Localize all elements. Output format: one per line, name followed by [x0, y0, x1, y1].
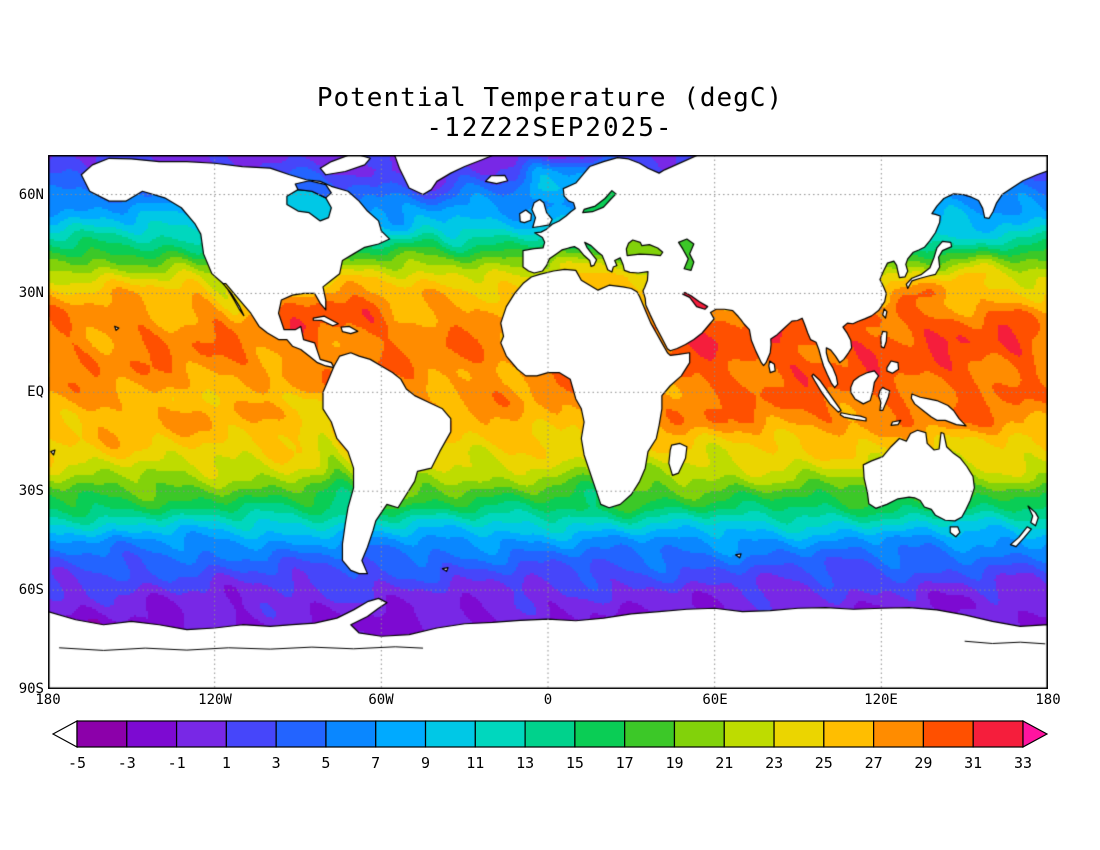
colorbar-tick-label: -5 [67, 754, 87, 772]
temperature-map-canvas [48, 155, 1048, 689]
lat-tick-label: EQ [27, 384, 44, 400]
lat-tick-label: 30S [18, 483, 44, 499]
colorbar-scale [52, 720, 1048, 748]
lon-tick-label: 180 [35, 692, 61, 708]
colorbar-tick-label: 7 [371, 754, 381, 772]
colorbar-cell [126, 720, 178, 748]
colorbar: -5 -3 -1 1 3 5 7 9 11 13 15 17 19 21 23 25 27 29 31 33 [52, 720, 1048, 780]
colorbar-tick-label: 15 [565, 754, 584, 772]
colorbar-tick-label: 31 [964, 754, 983, 772]
colorbar-tick-label: 25 [814, 754, 833, 772]
colorbar-cell [175, 720, 227, 748]
colorbar-tick-label: 19 [665, 754, 684, 772]
colorbar-tick-label: -3 [117, 754, 136, 772]
lat-tick-label: 60S [18, 582, 44, 598]
colorbar-cell [673, 720, 725, 748]
chart-title: Potential Temperature (degC) [316, 83, 784, 113]
chart-subtitle: -12Z22SEP2025- [426, 112, 674, 143]
lat-tick-label: 30N [18, 285, 44, 301]
colorbar-cell [325, 720, 377, 748]
colorbar-tick-label: 11 [466, 754, 485, 772]
lon-tick-label: 60E [702, 692, 728, 708]
lon-tick-label: 180 [1035, 692, 1061, 708]
colorbar-tick-label: 1 [221, 754, 231, 772]
colorbar-cell [275, 720, 327, 748]
colorbar-tick-label: 21 [715, 754, 734, 772]
colorbar-cell [474, 720, 526, 748]
colorbar-over-arrow [1022, 720, 1048, 748]
colorbar-cell [773, 720, 825, 748]
colorbar-cell [524, 720, 576, 748]
lon-tick-label: 0 [543, 692, 553, 708]
colorbar-cell [873, 720, 925, 748]
colorbar-tick-label: 27 [864, 754, 883, 772]
colorbar-cell [723, 720, 775, 748]
colorbar-tick-label: -1 [167, 754, 186, 772]
colorbar-cell [972, 720, 1024, 748]
colorbar-tick-label: 3 [271, 754, 281, 772]
lat-tick-label: 90S [18, 681, 44, 697]
colorbar-tick-label: 33 [1013, 754, 1033, 772]
colorbar-tick-label: 23 [765, 754, 784, 772]
colorbar-cell [76, 720, 128, 748]
colorbar-cell [424, 720, 476, 748]
lon-tick-label: 120W [198, 692, 232, 708]
colorbar-tick-label: 5 [321, 754, 331, 772]
lat-tick-label: 60N [18, 187, 44, 203]
colorbar-cell [225, 720, 277, 748]
colorbar-under-arrow [52, 720, 78, 748]
colorbar-tick-label: 29 [914, 754, 933, 772]
colorbar-cell [574, 720, 626, 748]
lon-tick-label: 120E [864, 692, 898, 708]
colorbar-tick-label: 17 [615, 754, 634, 772]
title-block: Potential Temperature (degC) -12Z22SEP20… [0, 83, 1100, 144]
colorbar-cell [823, 720, 875, 748]
colorbar-cell [922, 720, 974, 748]
colorbar-tick-label: 9 [420, 754, 431, 772]
colorbar-cell [624, 720, 676, 748]
map-plot-area [48, 155, 1048, 689]
colorbar-tick-label: 13 [516, 754, 535, 772]
colorbar-cell [375, 720, 427, 748]
lon-tick-label: 60W [368, 692, 394, 708]
